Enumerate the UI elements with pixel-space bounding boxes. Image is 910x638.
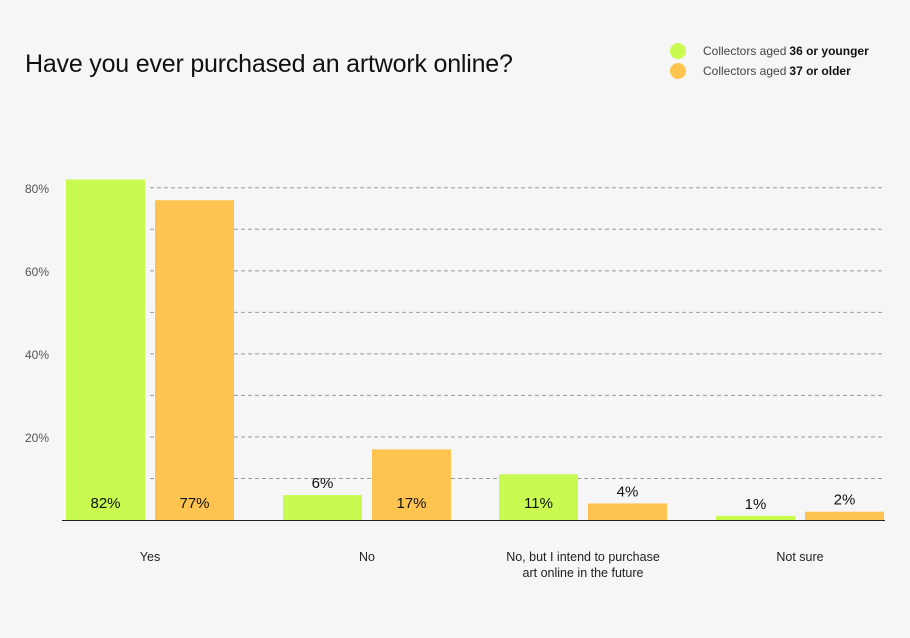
bar (716, 515, 795, 520)
legend-swatch-younger (670, 43, 686, 59)
data-label: 77% (179, 495, 209, 512)
y-tick-label: 20% (25, 431, 49, 445)
bar (805, 511, 884, 520)
bar (283, 495, 362, 520)
x-tick-label: Not sure (776, 550, 823, 564)
data-label: 4% (617, 483, 639, 500)
bar (372, 449, 451, 520)
y-tick-label: 40% (25, 348, 49, 362)
legend-swatch-older (670, 63, 686, 79)
legend-suffix-older: 37 or older (789, 64, 851, 78)
legend-item-younger: Collectors aged 36 or younger (670, 43, 869, 59)
legend-label-older: Collectors aged 37 or older (703, 64, 851, 78)
data-label: 17% (396, 495, 426, 512)
data-label: 2% (834, 492, 856, 509)
bar (66, 179, 145, 521)
data-label: 11% (524, 495, 553, 512)
data-label: 82% (90, 495, 120, 512)
legend-prefix-older: Collectors aged (703, 64, 787, 78)
bar (588, 503, 667, 520)
bar (499, 474, 578, 520)
y-tick-label: 80% (25, 182, 49, 196)
data-label: 1% (745, 496, 767, 513)
x-tick-label: art online in the future (523, 566, 644, 580)
bar (155, 200, 234, 521)
x-tick-label: Yes (140, 550, 160, 564)
legend-label-younger: Collectors aged 36 or younger (703, 44, 869, 58)
legend-prefix-younger: Collectors aged (703, 44, 787, 58)
data-label: 6% (312, 475, 334, 492)
legend-item-older: Collectors aged 37 or older (670, 63, 851, 79)
chart-title: Have you ever purchased an artwork onlin… (25, 50, 513, 78)
legend-suffix-younger: 36 or younger (789, 44, 869, 58)
x-tick-label: No, but I intend to purchase (506, 550, 660, 564)
x-tick-label: No (359, 550, 375, 564)
y-tick-label: 60% (25, 265, 49, 279)
